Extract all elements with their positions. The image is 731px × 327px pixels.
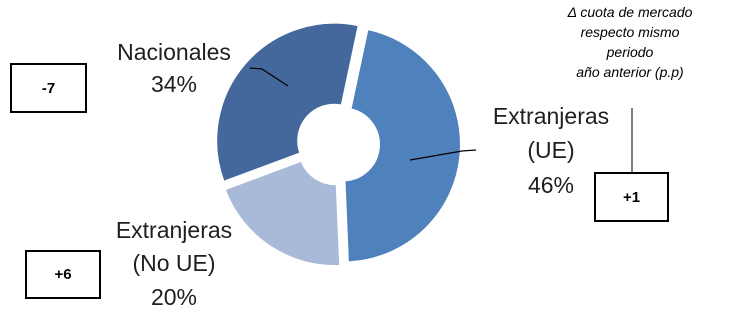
note-line: periodo [606,44,654,60]
leader-line-ue [409,149,477,161]
note-line: Δ cuota de mercado [567,4,693,20]
label-noue-value: 20% [151,284,197,310]
note-line: respecto mismo [580,24,680,40]
change-box-ue: +1 [594,172,669,222]
slice-extranjeras-ue [343,27,462,264]
label-ue-value: 46% [528,172,574,198]
change-box-noue: +6 [25,250,101,299]
market-share-change-note: Δ cuota de mercado respecto mismo period… [535,2,725,82]
note-line: año anterior (p.p) [576,64,684,80]
leader-line-nacionales [249,67,289,87]
slice-extranjeras-no-ue [223,159,342,268]
label-nacionales-value: 34% [151,71,197,97]
slice-nacionales [215,21,360,184]
label-nacionales-name: Nacionales [117,39,231,65]
label-noue-name-2: (No UE) [132,250,215,276]
label-ue-name-1: Extranjeras [493,103,609,129]
label-ue-name-2: (UE) [527,137,574,163]
change-box-nacionales: -7 [10,63,87,113]
label-noue-name-1: Extranjeras [116,217,232,243]
